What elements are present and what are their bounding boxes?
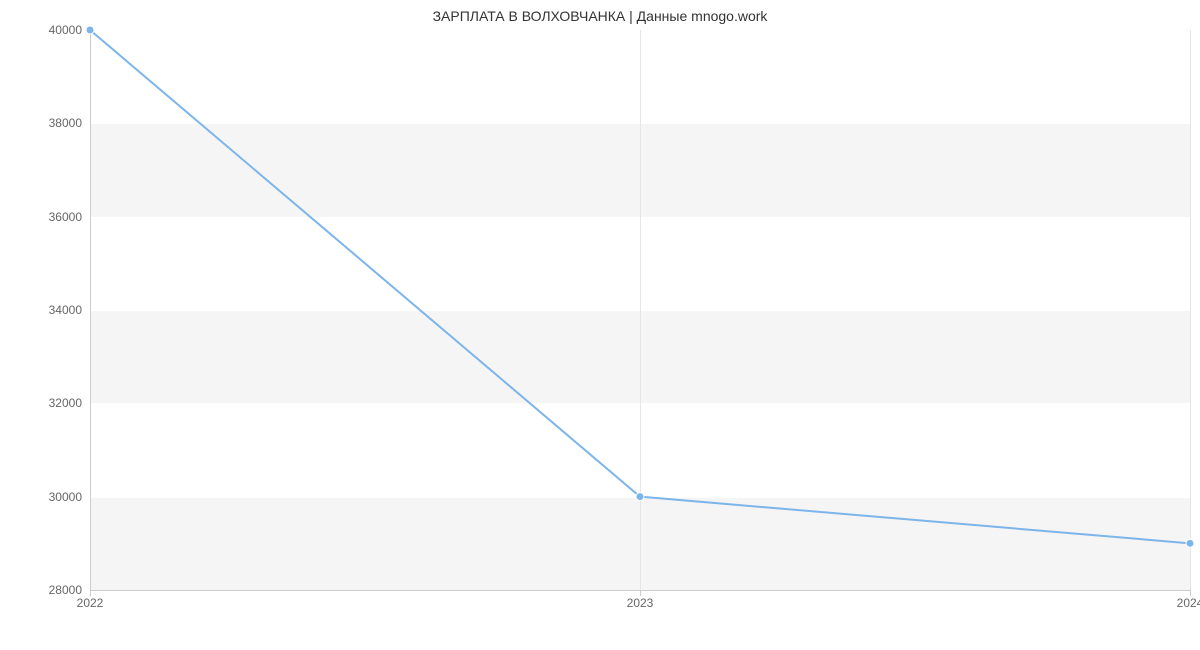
x-axis-line: [90, 590, 1190, 591]
y-tick-label: 36000: [49, 210, 90, 224]
line-layer: [90, 30, 1190, 590]
plot-area: 2800030000320003400036000380004000020222…: [90, 30, 1190, 590]
y-tick-label: 30000: [49, 490, 90, 504]
y-tick-label: 34000: [49, 303, 90, 317]
v-gridline: [1190, 30, 1191, 590]
x-tick-mark: [1190, 590, 1191, 596]
data-point[interactable]: [1186, 539, 1194, 547]
series-line: [90, 30, 1190, 543]
y-tick-label: 40000: [49, 23, 90, 37]
chart-title: ЗАРПЛАТА В ВОЛХОВЧАНКА | Данные mnogo.wo…: [0, 8, 1200, 24]
y-tick-label: 32000: [49, 396, 90, 410]
salary-line-chart: ЗАРПЛАТА В ВОЛХОВЧАНКА | Данные mnogo.wo…: [0, 0, 1200, 650]
data-point[interactable]: [86, 26, 94, 34]
y-tick-label: 38000: [49, 116, 90, 130]
data-point[interactable]: [636, 493, 644, 501]
x-tick-label: 2024: [1177, 590, 1200, 610]
